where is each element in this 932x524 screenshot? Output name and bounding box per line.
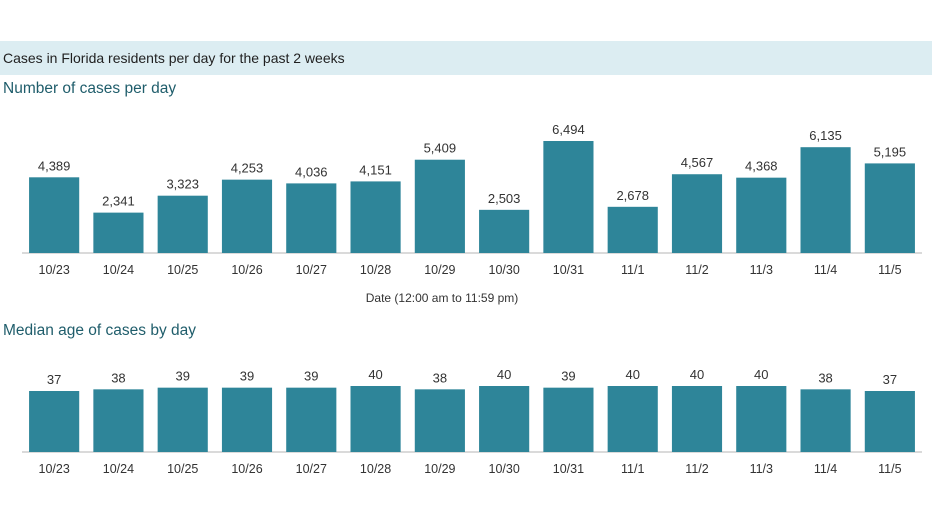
cases-data-label: 5,195 — [874, 144, 907, 159]
cases-data-label: 6,135 — [809, 128, 842, 143]
age-data-label: 40 — [625, 367, 639, 382]
cases-x-tick-label: 11/3 — [750, 263, 773, 277]
age-x-tick-label: 10/31 — [553, 462, 584, 476]
cases-data-label: 5,409 — [424, 141, 457, 156]
cases-x-tick-label: 10/29 — [424, 263, 455, 277]
cases-data-label: 2,503 — [488, 191, 521, 206]
age-bar — [157, 387, 208, 452]
age-data-label: 40 — [497, 367, 511, 382]
age-bar — [607, 386, 658, 452]
cases-data-label: 4,036 — [295, 164, 328, 179]
age-x-tick-label: 10/28 — [360, 462, 391, 476]
cases-bar — [671, 174, 723, 253]
cases-data-label: 4,389 — [38, 158, 71, 173]
cases-data-label: 2,678 — [616, 188, 649, 203]
cases-data-label: 4,567 — [681, 155, 714, 170]
age-x-tick-label: 10/29 — [424, 462, 455, 476]
age-data-label: 38 — [111, 370, 125, 385]
page-title: Cases in Florida residents per day for t… — [3, 50, 345, 66]
age-x-tick-label: 10/30 — [489, 462, 520, 476]
age-bar — [221, 387, 273, 452]
cases-x-tick-label: 11/2 — [685, 263, 708, 277]
cases-data-label: 6,494 — [552, 122, 585, 137]
cases-bar — [29, 177, 80, 253]
age-x-tick-label: 10/23 — [39, 462, 70, 476]
age-x-tick-label: 11/3 — [750, 462, 773, 476]
cases-data-label: 2,341 — [102, 194, 135, 209]
cases-bar — [864, 163, 915, 253]
cases-x-tick-label: 10/26 — [231, 263, 262, 277]
cases-data-label: 4,151 — [359, 162, 392, 177]
age-bar — [736, 386, 787, 452]
age-x-tick-label: 11/2 — [685, 462, 708, 476]
age-data-label: 39 — [240, 369, 254, 384]
age-data-label: 40 — [690, 367, 704, 382]
cases-x-tick-label: 10/31 — [553, 263, 584, 277]
age-bar — [479, 386, 530, 452]
cases-bar — [800, 147, 851, 253]
age-data-label: 40 — [754, 367, 768, 382]
age-bar — [286, 387, 337, 452]
cases-x-axis-title: Date (12:00 am to 11:59 pm) — [366, 291, 519, 305]
age-x-tick-label: 10/24 — [103, 462, 134, 476]
cases-bar — [479, 209, 530, 253]
cases-bar — [414, 159, 465, 253]
age-x-tick-label: 10/25 — [167, 462, 198, 476]
cases-x-tick-label: 10/25 — [167, 263, 198, 277]
age-x-tick-label: 10/26 — [231, 462, 262, 476]
cases-bar — [157, 195, 208, 253]
cases-x-tick-label: 11/1 — [621, 263, 644, 277]
age-data-label: 38 — [433, 370, 447, 385]
cases-x-tick-label: 10/28 — [360, 263, 391, 277]
median-age-bar-chart: 37 10/23 38 10/24 39 10/25 39 10/26 39 10/27 40 10/… — [22, 367, 922, 476]
cases-x-tick-label: 11/5 — [878, 263, 901, 277]
age-x-tick-label: 11/1 — [621, 462, 644, 476]
cases-x-tick-label: 10/30 — [489, 263, 520, 277]
age-chart-title: Median age of cases by day — [3, 322, 197, 339]
cases-bar — [607, 206, 658, 253]
age-bar — [671, 386, 723, 452]
age-data-label: 39 — [561, 369, 575, 384]
cases-x-tick-label: 11/4 — [814, 263, 837, 277]
age-data-label: 39 — [175, 369, 189, 384]
cases-bar — [221, 179, 273, 253]
cases-chart-title: Number of cases per day — [3, 80, 177, 97]
cases-data-label: 4,253 — [231, 161, 264, 176]
cases-bar — [350, 181, 401, 253]
header-band — [0, 41, 932, 75]
age-data-label: 38 — [818, 370, 832, 385]
age-data-label: 40 — [368, 367, 382, 382]
age-bar — [350, 386, 401, 452]
age-x-tick-label: 11/5 — [878, 462, 901, 476]
cases-x-tick-label: 10/23 — [39, 263, 70, 277]
age-bar — [800, 389, 851, 452]
age-bar — [29, 391, 80, 452]
cases-data-label: 3,323 — [166, 177, 199, 192]
age-bar — [414, 389, 465, 452]
age-data-label: 37 — [47, 372, 61, 387]
cases-x-tick-label: 10/24 — [103, 263, 134, 277]
cases-data-label: 4,368 — [745, 159, 778, 174]
age-x-tick-label: 11/4 — [814, 462, 837, 476]
cases-bar — [286, 183, 337, 253]
cases-bar-chart: 4,389 10/23 2,341 10/24 3,323 10/25 4,253 10/26… — [22, 122, 922, 277]
age-bar — [93, 389, 144, 452]
age-bar — [864, 391, 915, 452]
age-x-tick-label: 10/27 — [296, 462, 327, 476]
cases-bar — [93, 212, 144, 253]
age-data-label: 37 — [883, 372, 897, 387]
age-data-label: 39 — [304, 369, 318, 384]
age-bar — [543, 387, 594, 452]
cases-x-tick-label: 10/27 — [296, 263, 327, 277]
cases-bar — [736, 177, 787, 253]
cases-bar — [543, 141, 594, 253]
